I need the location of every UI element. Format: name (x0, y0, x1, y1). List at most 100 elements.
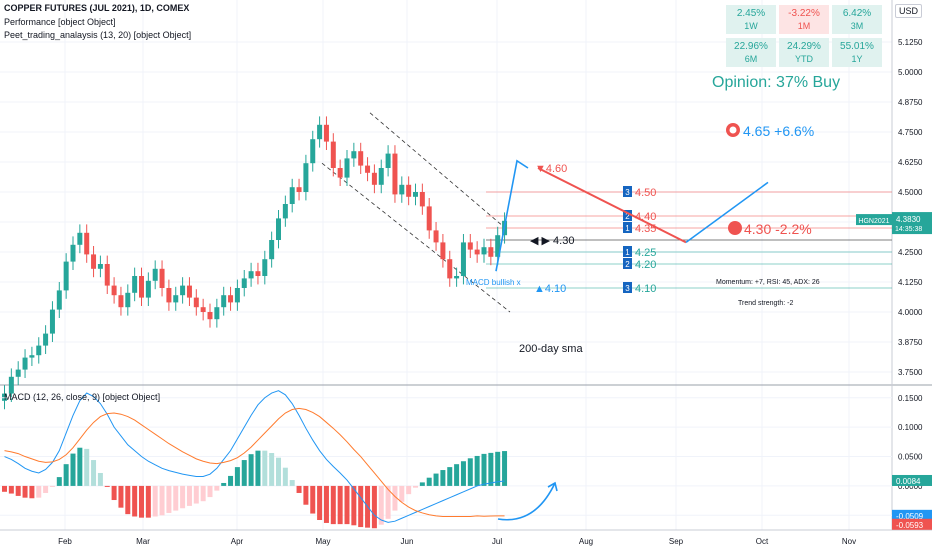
macd-histogram-bar (495, 451, 501, 486)
level-rank: 1 (625, 224, 630, 233)
candle-body (474, 249, 480, 255)
macd-histogram-bar (296, 485, 302, 493)
countdown-label: 14:35:38 (895, 226, 922, 233)
candle-body (454, 276, 460, 279)
candle-body (84, 232, 90, 255)
candle-body (221, 295, 227, 308)
macd-histogram-bar (221, 482, 227, 486)
candle-body (43, 333, 49, 346)
macd-line (4, 390, 505, 523)
macd-histogram-bar (173, 485, 179, 511)
macd-histogram-bar (2, 485, 7, 492)
macd-histogram-bar (440, 470, 446, 486)
candle-body (97, 264, 103, 269)
level-rank-badge (623, 210, 632, 221)
perf-value: 2.45% (736, 8, 766, 19)
y-tick-label: 5.1250 (898, 38, 923, 47)
candle-body (310, 139, 316, 164)
macd-histogram-bar (63, 464, 69, 486)
sell-target-label: ▼4.60 (535, 163, 567, 175)
level-rank: 3 (625, 284, 630, 293)
macd-histogram-bar (118, 485, 124, 508)
candle-body (91, 254, 97, 269)
perf-label: 1Y (851, 54, 863, 64)
candle-body (447, 259, 453, 279)
candle-body (77, 232, 83, 245)
perf-cell-1w: 2.45% 1W (726, 5, 776, 34)
macd-histogram-bar (433, 473, 439, 486)
macd-histogram-bar (502, 451, 508, 486)
perf-label: 1W (744, 21, 758, 31)
candle-body (111, 285, 117, 296)
level-rank-badge (623, 246, 632, 257)
y-tick-label: 3.7500 (898, 368, 923, 377)
level-rank: 1 (625, 248, 630, 257)
perf-label: 1M (797, 21, 811, 31)
candle-body (467, 242, 473, 250)
macd-histogram-bar (97, 472, 103, 486)
macd-histogram-bar (43, 485, 49, 493)
perf-cell-1y: 55.01% 1Y (832, 38, 882, 67)
macd-y-tick-label: 0.0000 (898, 482, 923, 491)
forecast-up-arrow (495, 159, 529, 272)
macd-histogram-bar (474, 455, 480, 486)
y-tick-label: 4.7500 (898, 128, 923, 137)
y-tick-label: 3.8750 (898, 338, 923, 347)
candle-body (413, 192, 418, 197)
candle-body (378, 168, 384, 185)
candle-body (365, 165, 371, 173)
candle-body (392, 153, 398, 195)
signal-line (4, 407, 505, 517)
symbol-tag (856, 214, 892, 226)
y-tick-label: 4.1250 (898, 278, 923, 287)
macd-histogram-bar (454, 464, 460, 486)
y-tick-label: 4.6250 (898, 158, 923, 167)
candle-body (207, 312, 213, 320)
macd-histogram-bar (310, 485, 316, 514)
candle-body (488, 247, 494, 257)
candle-body (159, 268, 165, 288)
y-tick-label: 5.0000 (898, 68, 923, 77)
candle-body (406, 184, 412, 197)
macd-histogram-bar (337, 485, 343, 525)
macd-histogram-bar (159, 485, 165, 516)
macd-histogram-bar (214, 485, 220, 491)
x-tick-label: Jun (401, 537, 414, 546)
macd-histogram-bar (351, 485, 357, 526)
y-tick-label: 4.0000 (898, 308, 923, 317)
x-tick-label: May (315, 537, 330, 546)
candle-body (426, 206, 432, 231)
momentum-label: Momentum: +7, RSI: 45, ADX: 26 (716, 279, 820, 286)
macd-histogram-bar (22, 485, 28, 498)
candle-body (200, 307, 206, 312)
candle-body (495, 235, 501, 257)
macd-histogram-bar (8, 485, 14, 494)
indicator-performance-label[interactable]: Performance [object Object] (4, 17, 116, 27)
macd-histogram-bar (36, 485, 42, 498)
level-label: 4.35 (635, 223, 656, 235)
macd-indicator-label[interactable]: MACD (12, 26, close, 9) [object Object] (4, 392, 161, 402)
perf-value: 22.96% (734, 41, 768, 52)
macd-histogram-bar (262, 450, 268, 486)
candle-body (186, 285, 192, 298)
macd-histogram-bar (186, 485, 192, 506)
level-rank-badge (623, 282, 632, 293)
candle-body (139, 276, 144, 298)
level-rank-badge (623, 186, 632, 197)
macd-histogram-bar (145, 485, 151, 518)
candle-body (481, 247, 487, 255)
stop-icon (728, 221, 742, 235)
candle-body (36, 345, 42, 356)
candle-body (166, 288, 172, 303)
x-tick-label: Mar (136, 537, 150, 546)
candle-body (358, 151, 364, 166)
perf-cell-3m: 6.42% 3M (832, 5, 882, 34)
candle-body (228, 295, 234, 303)
indicator-analysis-label[interactable]: Peet_trading_analaysis (13, 20) [object … (4, 30, 192, 40)
candle-body (337, 168, 343, 178)
macd-histogram-bar (241, 460, 247, 486)
last-price-tag (892, 212, 932, 235)
perf-cell-1m: -3.22% 1M (779, 5, 829, 34)
perf-value: 24.29% (787, 41, 821, 52)
currency-badge[interactable]: USD (894, 4, 922, 18)
